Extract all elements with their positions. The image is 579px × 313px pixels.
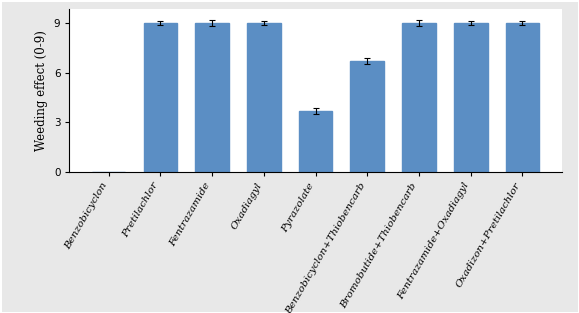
Bar — [454, 23, 488, 172]
Bar — [247, 23, 281, 172]
Bar — [402, 23, 436, 172]
Bar — [144, 23, 177, 172]
Bar — [299, 111, 332, 172]
Y-axis label: Weeding effect (0-9): Weeding effect (0-9) — [35, 30, 48, 151]
Bar — [195, 23, 229, 172]
Bar — [505, 23, 539, 172]
Bar — [350, 61, 384, 172]
